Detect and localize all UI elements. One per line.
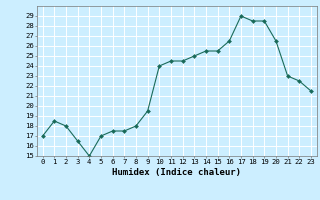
X-axis label: Humidex (Indice chaleur): Humidex (Indice chaleur) xyxy=(112,168,241,177)
